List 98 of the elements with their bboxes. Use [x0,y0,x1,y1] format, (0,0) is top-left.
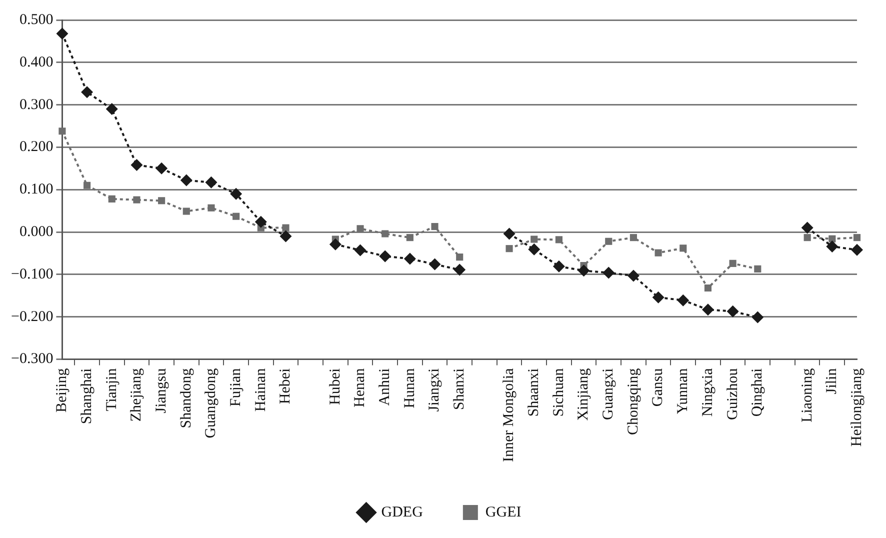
point [406,234,414,242]
point [156,162,168,174]
point [654,249,662,256]
point [130,159,143,172]
point [379,250,392,262]
legend-label: GDEG [381,504,424,520]
x-tick-label: Shanxi [452,368,468,410]
point [752,311,764,324]
x-tick-label: Anhui [377,368,394,406]
point [428,258,441,270]
x-tick-label: Tianjin [104,368,120,412]
point [552,260,565,272]
y-tick-label: −0.100 [10,266,54,282]
x-tick-label: Hebei [278,368,294,404]
point [729,260,736,267]
point [506,245,513,252]
x-tick-label: Gansu [650,368,666,407]
point [801,222,814,234]
point [182,208,190,215]
point [602,266,615,279]
y-tick-label: −0.300 [10,351,54,368]
point [627,270,640,282]
x-tick-label: Hunan [402,368,418,408]
point [702,304,714,316]
x-tick-label: Sichuan [550,368,567,417]
x-tick-label: Shaanxi [526,368,542,417]
point [230,188,242,200]
x-tick-label: Guizhou [724,368,741,420]
point [354,244,366,256]
point [84,182,91,189]
x-tick-label: Fujian [228,368,244,407]
x-tick-label: Yunnan [675,368,692,414]
x-tick-label: Jiangsu [153,368,170,414]
y-tick-label: −0.200 [10,308,54,325]
point [677,294,690,306]
y-tick-label: 0.100 [19,182,54,198]
x-tick-label: Heilongjiang [848,368,865,447]
y-tick-label: 0.000 [19,224,54,240]
point [804,234,811,242]
point [828,235,836,242]
point [605,238,612,245]
x-tick-label: Liaoning [799,368,816,422]
point [208,204,215,212]
y-tick-label: 0.500 [19,12,54,28]
point [280,230,292,242]
point [133,196,140,204]
point [851,244,863,256]
point [106,103,118,116]
point [431,222,438,230]
point [704,284,712,292]
point [454,264,466,276]
y-tick-label: 0.300 [19,96,54,113]
point [726,305,739,318]
point [503,228,516,240]
x-tick-label: Henan [352,368,368,408]
x-tick-label: Hainan [252,368,269,412]
x-tick-label: Beijing [54,368,70,412]
x-tick-label: Hubei [327,368,344,405]
point [826,240,838,252]
point [108,195,116,202]
point [58,128,66,135]
point [404,252,416,265]
x-tick-label: Shandong [178,368,194,428]
x-tick-label: Chongqing [625,368,642,435]
point [356,225,364,232]
x-tick-label: Shanghai [78,368,95,424]
point [754,265,762,272]
point [630,234,637,242]
point [282,224,290,232]
y-tick-label: 0.400 [19,54,54,70]
point [56,28,68,40]
point [652,291,664,304]
point [81,86,94,98]
point [254,216,267,228]
point [180,174,192,186]
x-tick-label: Xinjiang [576,368,592,421]
point [232,212,240,220]
point [456,254,464,261]
x-tick-label: Guangdong [203,368,220,438]
point [158,197,166,204]
x-tick-label: Ningxia [700,368,716,417]
x-tick-label: Qinghai [750,368,766,417]
point [555,236,562,244]
point [530,236,538,243]
point [329,238,342,250]
legend-label: GGEI [485,504,522,520]
x-tick-label: Jilin [824,368,840,394]
point [578,264,590,277]
point [680,244,687,252]
point [205,176,218,188]
x-tick-label: Jiangxi [426,368,443,412]
x-tick-label: Inner Mongolia [501,368,518,462]
x-tick-label: Guangxi [600,368,617,420]
point [382,230,389,238]
point [853,234,861,242]
point [528,243,540,256]
x-tick-label: Zhejiang [128,368,145,422]
y-tick-label: 0.200 [19,139,54,156]
